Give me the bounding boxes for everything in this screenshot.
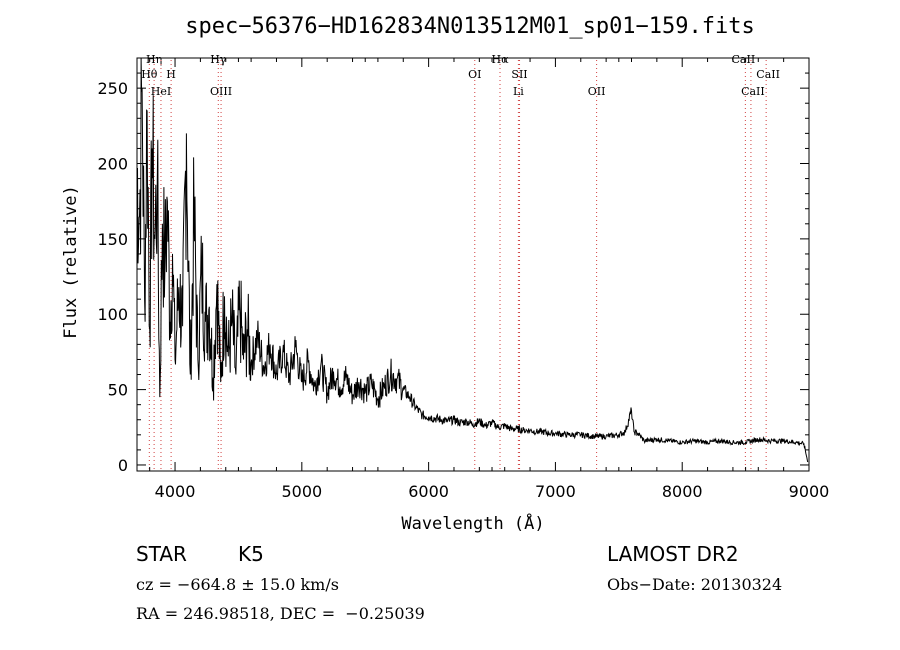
coordinates: RA = 246.98518, DEC = −0.25039 <box>136 604 425 623</box>
x-tick-label: 4000 <box>155 482 196 501</box>
emission-line-label: Hα <box>491 53 509 66</box>
emission-line-label: OIII <box>210 85 232 98</box>
spectrum-series-line <box>136 57 809 463</box>
emission-line-label: OII <box>588 85 606 98</box>
emission-line-label: Hη <box>146 53 162 66</box>
subclass: K5 <box>238 542 264 566</box>
obs-date: Obs−Date: 20130324 <box>607 575 783 594</box>
x-axis-label: Wavelength (Å) <box>401 512 544 534</box>
emission-line-label: CaII <box>756 68 780 81</box>
x-tick-label: 7000 <box>535 482 576 501</box>
emission-line-label: SII <box>511 68 527 81</box>
survey-label: LAMOST DR2 <box>607 542 739 566</box>
x-tick-label: 8000 <box>662 482 703 501</box>
emission-line-label: Hθ <box>141 68 158 81</box>
y-tick-label: 50 <box>108 381 128 400</box>
y-tick-label: 200 <box>97 155 128 174</box>
x-tick-label: 9000 <box>789 482 830 501</box>
emission-line-label: HeI <box>151 85 171 98</box>
y-axis-label: Flux (relative) <box>61 185 81 339</box>
axis-ticks: 4000 5000 6000 7000 8000 9000 0 50 100 150 200 250 <box>97 58 829 501</box>
plot-frame <box>136 57 810 472</box>
chart-title: spec−56376−HD162834N013512M01_sp01−159.f… <box>185 14 755 39</box>
emission-line-label: OI <box>468 68 481 81</box>
emission-line-label: H <box>166 68 176 81</box>
y-tick-label: 0 <box>118 456 128 475</box>
emission-line-label: Li <box>513 85 524 98</box>
y-tick-label: 100 <box>97 305 128 324</box>
emission-line-label: Hγ <box>210 53 227 66</box>
emission-line-label: CaII <box>732 53 756 66</box>
emission-line-label: CaII <box>741 85 765 98</box>
redshift-value: cz = −664.8 ± 15.0 km/s <box>136 575 339 594</box>
y-tick-label: 250 <box>97 79 128 98</box>
object-type: STAR <box>136 542 187 566</box>
x-tick-label: 6000 <box>408 482 449 501</box>
x-tick-label: 5000 <box>281 482 322 501</box>
y-tick-label: 150 <box>97 230 128 249</box>
